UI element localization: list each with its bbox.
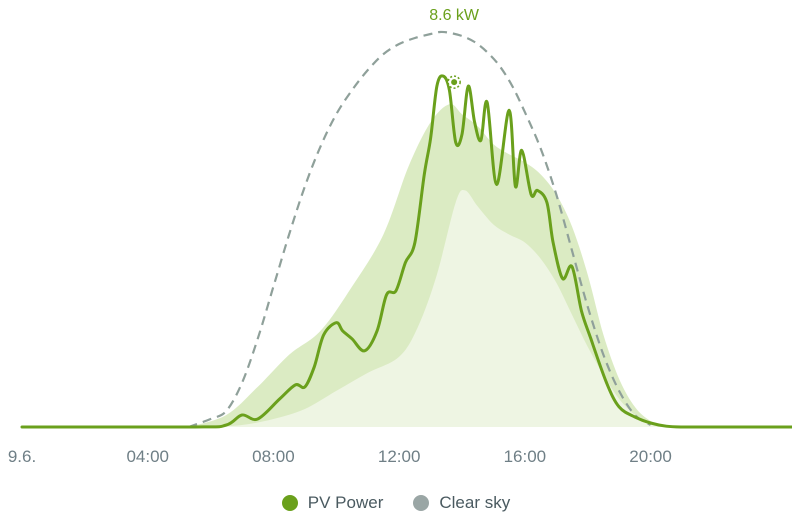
x-tick-label: 12:00 [378, 447, 421, 466]
legend-item-pv-power[interactable]: PV Power [281, 493, 384, 513]
legend-item-clear-sky[interactable]: Clear sky [413, 493, 510, 513]
legend: PV Power Clear sky [0, 489, 792, 517]
x-tick-label: 16:00 [504, 447, 547, 466]
legend-pv-power-label: PV Power [307, 493, 384, 512]
x-tick-label: 9.6. [8, 447, 36, 466]
x-tick-label: 04:00 [126, 447, 169, 466]
legend-pv-power-dot [281, 495, 298, 511]
x-tick-label: 08:00 [252, 447, 295, 466]
peak-marker [451, 79, 458, 86]
legend-clear-sky-label: Clear sky [439, 493, 511, 512]
legend-clear-sky-dot [413, 495, 430, 511]
pv-power-line [20, 74, 792, 429]
peak-label: 8.6 kW [429, 7, 480, 24]
plot-area: 8.6 kW [20, 7, 792, 429]
x-axis-ticks: 9.6. 04:00 08:00 12:00 16:00 20:00 [8, 447, 672, 466]
x-tick-label: 20:00 [629, 447, 672, 466]
forecast-band-inner [210, 190, 667, 427]
